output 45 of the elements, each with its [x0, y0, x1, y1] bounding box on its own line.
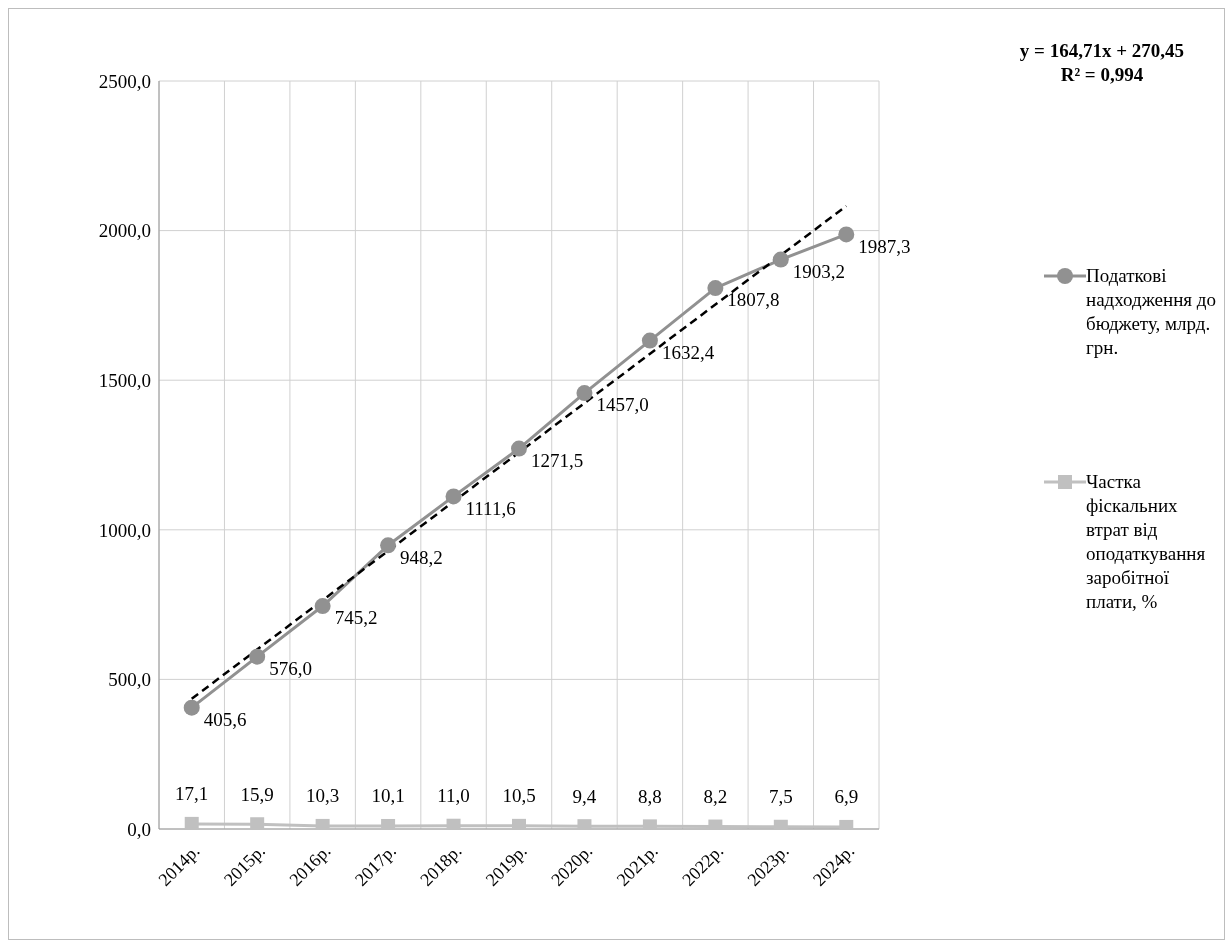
legend-label: Податкові надходження до бюджету, млрд. грн.	[1086, 264, 1217, 360]
y-tick-label: 1000,0	[98, 519, 151, 541]
data-label: 17,1	[175, 783, 209, 805]
data-label: 1903,2	[792, 260, 846, 282]
data-label: 1807,8	[727, 289, 780, 311]
y-tick-label: 2500,0	[98, 70, 151, 92]
data-label: 1457,0	[596, 394, 649, 416]
data-label: 6,9	[834, 786, 859, 808]
point	[380, 537, 397, 554]
text: R² = 0,994	[1059, 63, 1145, 87]
data-label: 1632,4	[661, 341, 715, 363]
point	[707, 280, 724, 297]
data-label: 9,4	[572, 785, 597, 807]
data-label: 10,1	[371, 785, 405, 807]
data-label: 745,2	[334, 607, 378, 629]
data-label: 10,3	[306, 785, 340, 807]
data-label: 948,2	[400, 546, 443, 568]
y-tick-label: 2000,0	[98, 220, 151, 242]
point	[249, 648, 266, 665]
point	[250, 817, 265, 829]
legend-label: Частка фіскальних втрат від оподаткування заробітної плати, %	[1086, 470, 1207, 614]
y-tick-label: 0,0	[127, 818, 151, 840]
data-label: 10,5	[502, 785, 536, 807]
data-label: 1987,3	[858, 235, 911, 257]
y-tick-label: 500,0	[108, 669, 151, 691]
data-label: 576,0	[269, 658, 312, 680]
data-label: 8,8	[638, 785, 662, 807]
data-label: 405,6	[203, 709, 247, 730]
data-label: 15,9	[240, 783, 274, 805]
text: y = 164,71x + 270,45	[1019, 39, 1184, 63]
point	[445, 488, 462, 505]
y-tick-label: 1500,0	[98, 369, 151, 391]
data-label: 8,2	[703, 785, 728, 807]
point	[511, 440, 527, 457]
data-label: 1111,6	[465, 497, 516, 519]
data-label: 1271,5	[531, 449, 584, 471]
point	[838, 226, 855, 243]
point	[772, 251, 789, 268]
data-label: 11,0	[437, 785, 470, 807]
point	[314, 598, 331, 615]
point	[641, 332, 658, 349]
data-label: 7,5	[768, 786, 793, 808]
point	[576, 385, 593, 402]
point	[184, 816, 199, 829]
point	[183, 699, 200, 716]
